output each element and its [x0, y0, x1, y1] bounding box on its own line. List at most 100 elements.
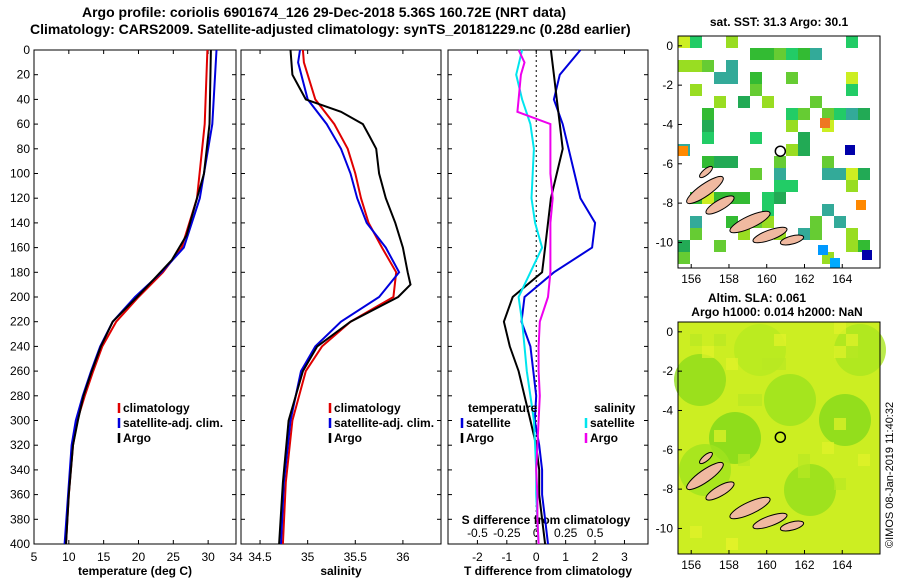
x-tick-label: 25: [167, 550, 181, 564]
diff-legend-left-title: temperature: [468, 401, 538, 415]
s-tick-label: 0: [533, 526, 540, 540]
sst-cell: [810, 48, 822, 60]
map-x-tick-label: 156: [681, 558, 701, 572]
map-y-tick-label: -8: [662, 196, 673, 210]
sst-cell: [846, 228, 858, 240]
sst-cell: [750, 132, 762, 144]
s-tick-label: -0.25: [493, 526, 521, 540]
x-tick-label: 34.5: [248, 550, 272, 564]
island: [699, 451, 713, 465]
sst-cell: [846, 108, 858, 120]
sla-cell: [690, 334, 702, 346]
map-x-tick-label: 158: [719, 272, 739, 286]
chart-title-line1: Argo profile: coriolis 6901674_126 29-De…: [82, 4, 567, 20]
x-tick-label: 34: [229, 550, 243, 564]
sla-cell: [822, 442, 834, 454]
y-tick-label: 280: [10, 389, 30, 403]
sst-cell: [690, 36, 702, 48]
imos-timestamp: ©IMOS 08-Jan-2019 11:40:32: [884, 401, 896, 548]
y-tick-label: 340: [10, 463, 30, 477]
sla-anomaly-blob: [764, 374, 816, 426]
x-axis-label: T difference from climatology: [464, 564, 632, 578]
x-tick-label: 2: [592, 550, 599, 564]
y-tick-label: 80: [17, 142, 31, 156]
island: [686, 461, 724, 491]
x-axis-label: temperature (deg C): [78, 564, 192, 578]
sla-cell: [774, 358, 786, 370]
sla-cell: [738, 454, 750, 466]
sst-cell: [726, 72, 738, 84]
map-y-tick-label: -6: [662, 443, 673, 457]
sst-cell: [858, 168, 870, 180]
sst-cell: [846, 240, 858, 252]
sla-map-title-line2: Argo h1000: 0.014 h2000: NaN: [691, 305, 862, 319]
x-tick-label: 35.5: [344, 550, 368, 564]
sla-cell: [726, 358, 738, 370]
chart-title-line2: Climatology: CARS2009. Satellite-adjuste…: [30, 21, 631, 37]
argo-position-marker: [774, 431, 787, 443]
sst-cell: [750, 72, 762, 84]
sla-cell: [774, 334, 786, 346]
map-x-tick-label: 158: [719, 558, 739, 572]
y-tick-label: 40: [17, 92, 31, 106]
x-tick-label: 5: [31, 550, 38, 564]
sst-cell: [798, 144, 810, 156]
x-tick-label: -2: [472, 550, 483, 564]
sst-cell: [786, 48, 798, 60]
map-y-tick-label: 0: [666, 39, 673, 53]
map-frame: [677, 35, 881, 269]
diff-legend-right-title: salinity: [594, 401, 636, 415]
sst-cell: [678, 240, 690, 252]
sst-warm-cell: [862, 250, 872, 260]
sst-cell: [726, 60, 738, 72]
map-y-tick-label: -4: [662, 403, 673, 417]
sla-cell: [858, 454, 870, 466]
sst-cell: [846, 168, 858, 180]
sla-cell: [834, 418, 846, 430]
map-y-tick-label: -6: [662, 157, 673, 171]
y-tick-label: 380: [10, 512, 30, 526]
sst-cell: [810, 216, 822, 228]
sst-warm-cell: [678, 146, 688, 156]
map-x-tick-label: 160: [757, 272, 777, 286]
sst-warm-cell: [818, 245, 828, 255]
sst-cell: [726, 36, 738, 48]
x-tick-label: 35: [301, 550, 315, 564]
s-tick-label: 0.5: [587, 526, 604, 540]
salinity-legend-entry: Argo: [334, 431, 362, 445]
map-y-tick-label: -2: [662, 78, 673, 92]
sst-cell: [690, 60, 702, 72]
map-y-tick-label: -8: [662, 482, 673, 496]
argo-position-marker: [774, 145, 787, 157]
sst-cell: [822, 168, 834, 180]
y-tick-label: 220: [10, 315, 30, 329]
y-tick-label: 300: [10, 414, 30, 428]
y-tick-label: 60: [17, 117, 31, 131]
map-frame: [677, 321, 881, 555]
sst-cell: [846, 180, 858, 192]
sst-cell: [774, 156, 786, 168]
map-y-tick-label: -2: [662, 364, 673, 378]
sla-cell: [834, 346, 846, 358]
salinity-line-2: [278, 49, 412, 545]
sst-cell: [798, 132, 810, 144]
sst-map-title: sat. SST: 31.3 Argo: 30.1: [710, 15, 849, 29]
map-x-tick-label: 164: [832, 558, 852, 572]
sst-cell: [762, 48, 774, 60]
sst-map-panel: 156 158 160 162 164 0 -2 -4 -6 -8 -10 sat. SST: 31.…: [656, 15, 881, 286]
sst-cell: [678, 60, 690, 72]
x-tick-label: 10: [62, 550, 76, 564]
sst-cell: [726, 156, 738, 168]
sst-cell: [810, 96, 822, 108]
sla-cell: [714, 334, 726, 346]
map-x-tick-label: 164: [832, 272, 852, 286]
sst-cell: [762, 96, 774, 108]
y-tick-label: 360: [10, 488, 30, 502]
plot-frame: [240, 49, 442, 545]
map-y-tick-label: -10: [656, 235, 674, 249]
island: [779, 234, 805, 246]
salinity-legend-entry: climatology: [334, 401, 401, 415]
x-tick-label: 0: [533, 550, 540, 564]
sst-cell: [714, 240, 726, 252]
difference-panel: -2 -1 0 1 2 3T difference from climatology -0.…: [447, 49, 649, 578]
